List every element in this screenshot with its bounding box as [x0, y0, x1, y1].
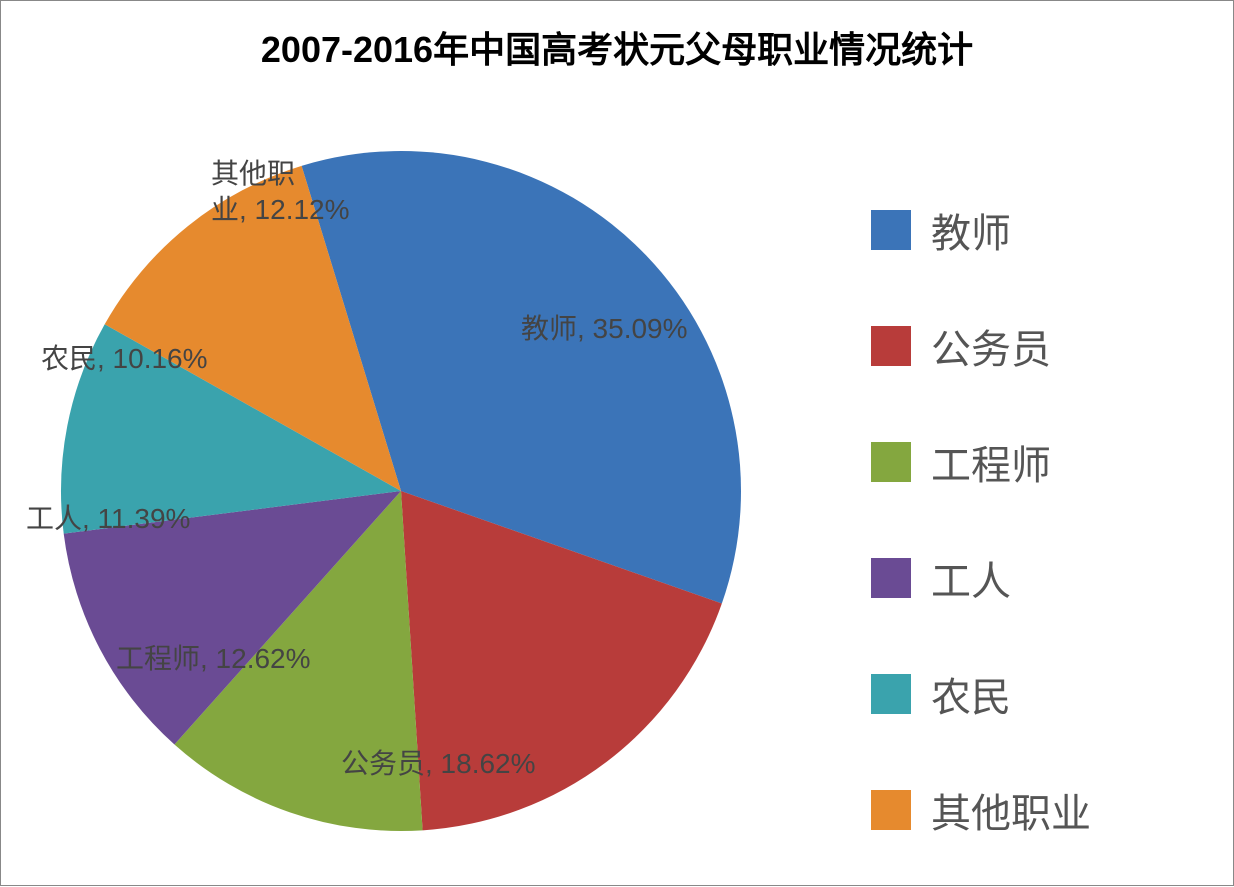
legend: 教师公务员工程师工人农民其他职业: [871, 201, 1091, 839]
legend-label-5: 其他职业: [931, 781, 1091, 839]
legend-label-0: 教师: [931, 201, 1011, 259]
legend-swatch-2: [871, 442, 911, 482]
legend-label-3: 工人: [931, 549, 1011, 607]
legend-item-1: 公务员: [871, 317, 1091, 375]
legend-item-5: 其他职业: [871, 781, 1091, 839]
legend-item-3: 工人: [871, 549, 1091, 607]
legend-swatch-4: [871, 674, 911, 714]
legend-label-2: 工程师: [931, 433, 1051, 491]
slice-label-3: 工人, 11.39%: [26, 501, 190, 537]
legend-label-4: 农民: [931, 665, 1011, 723]
legend-swatch-3: [871, 558, 911, 598]
slice-label-1: 公务员, 18.62%: [341, 746, 536, 782]
legend-item-0: 教师: [871, 201, 1091, 259]
slice-label-0: 教师, 35.09%: [521, 311, 688, 347]
legend-label-1: 公务员: [931, 317, 1051, 375]
slice-label-4: 农民, 10.16%: [41, 341, 208, 377]
legend-swatch-1: [871, 326, 911, 366]
legend-item-2: 工程师: [871, 433, 1091, 491]
legend-swatch-5: [871, 790, 911, 830]
legend-item-4: 农民: [871, 665, 1091, 723]
slice-label-2: 工程师, 12.62%: [116, 641, 311, 677]
slice-label-5: 其他职 业, 12.12%: [211, 156, 350, 229]
legend-swatch-0: [871, 210, 911, 250]
